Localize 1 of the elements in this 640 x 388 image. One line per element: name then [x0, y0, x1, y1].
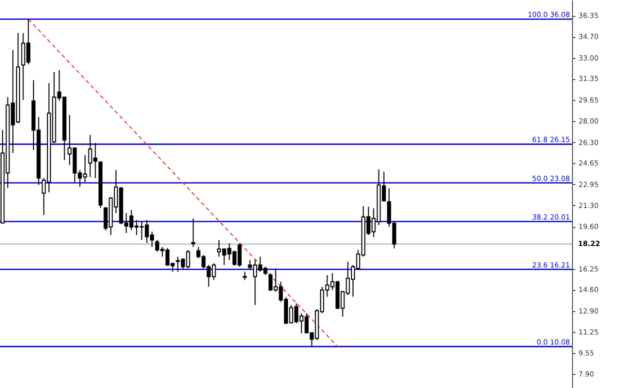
candlestick: [191, 218, 196, 248]
